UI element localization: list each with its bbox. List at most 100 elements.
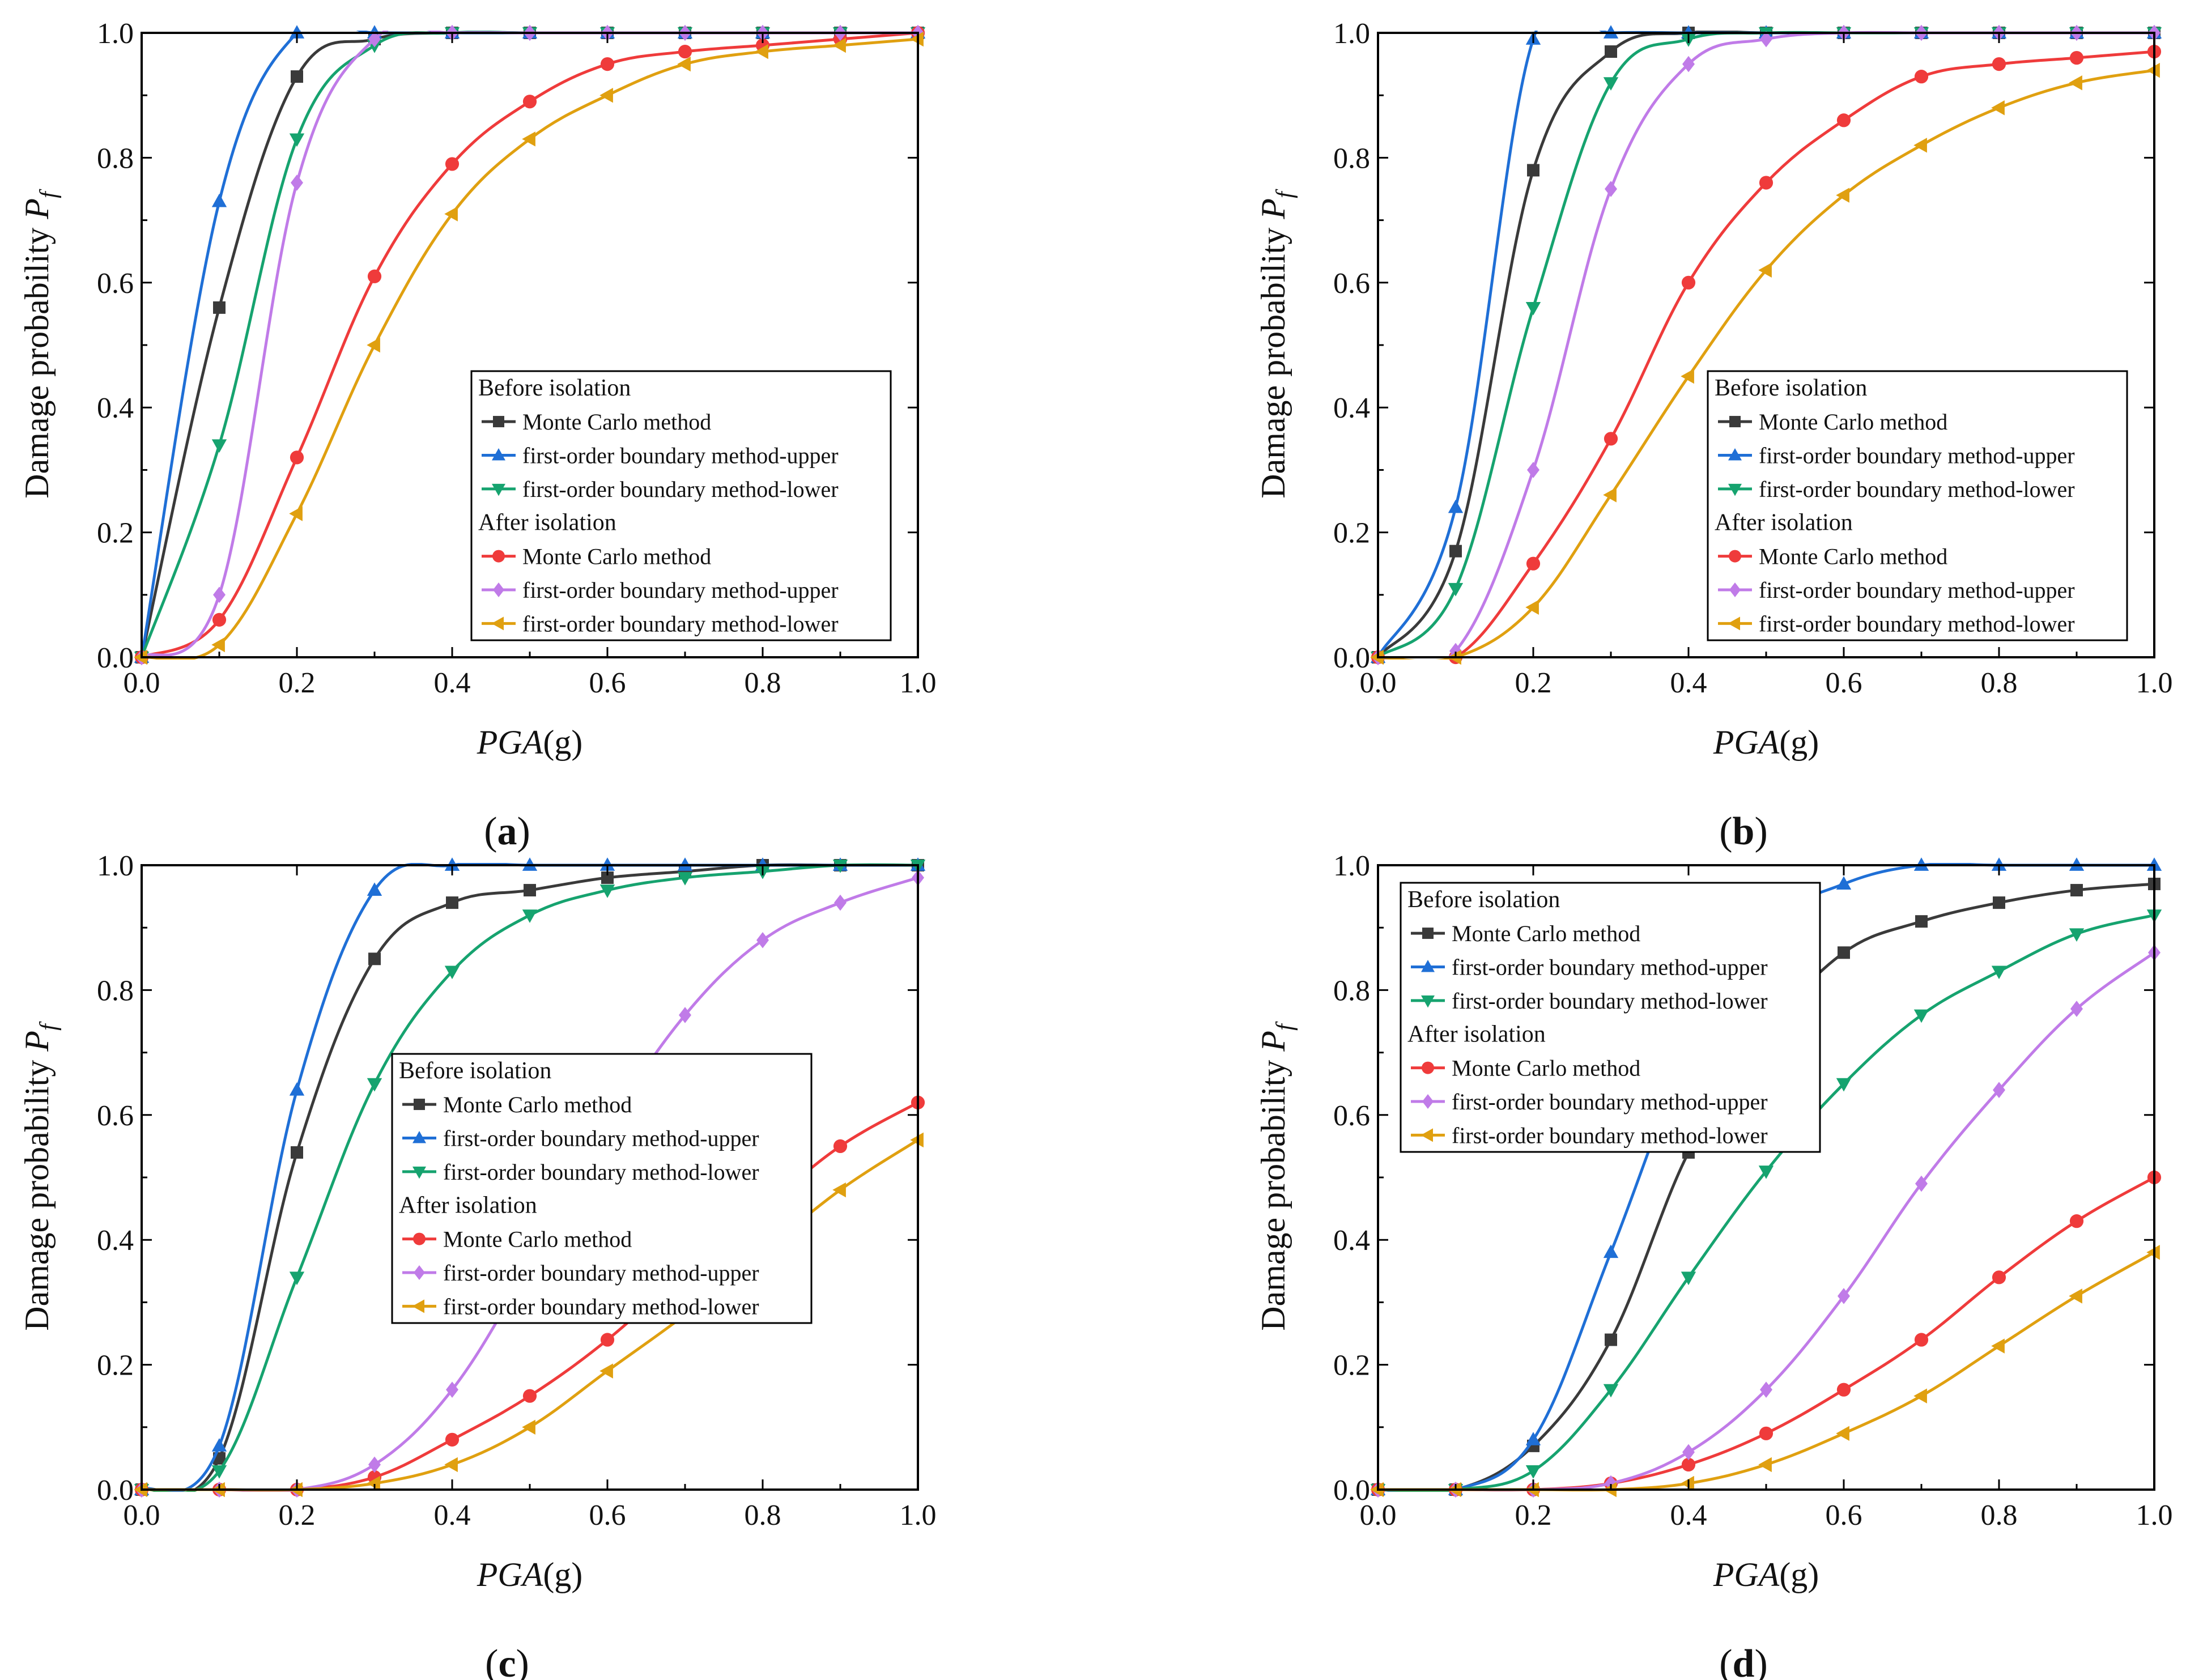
data-point (445, 157, 460, 171)
data-point (1681, 1475, 1694, 1491)
y-tick-label: 0.6 (1333, 1100, 1370, 1132)
legend-label: first-order boundary method-lower (443, 1159, 759, 1185)
x-tick-label: 0.0 (1360, 1499, 1397, 1532)
x-tick-label: 0.2 (1515, 1499, 1552, 1532)
y-tick-label: 0.2 (1333, 517, 1370, 550)
chart-panel-d: 0.0 0.2 0.4 0.6 0.8 1.0 0.0 0.2 0.4 0.6 0.8 1.0 PGA(… (1254, 850, 2173, 1680)
data-point (211, 193, 227, 207)
data-point (834, 894, 847, 911)
data-point (599, 1363, 613, 1379)
y-tick-label: 0.8 (1333, 975, 1370, 1007)
series-line (1378, 69, 2154, 660)
data-point (522, 1389, 537, 1403)
data-point (367, 337, 380, 353)
data-point (1993, 1082, 2005, 1099)
x-tick-label: 0.8 (745, 1499, 781, 1532)
legend-label: Monte Carlo method (443, 1092, 632, 1117)
y-tick-label: 0.4 (97, 1224, 134, 1257)
x-tick-label: 0.4 (1670, 667, 1707, 699)
x-axis-label: PGA(g) (477, 724, 583, 761)
legend-label: first-order boundary method-lower (443, 1294, 759, 1319)
data-point (1604, 432, 1618, 446)
data-point (444, 1457, 458, 1473)
legend-label: first-order boundary method-lower (1452, 988, 1768, 1014)
data-point (367, 269, 382, 283)
data-point (1838, 1288, 1850, 1304)
data-point (1913, 1009, 1929, 1023)
chart-panel-c: 0.0 0.2 0.4 0.6 0.8 1.0 0.0 0.2 0.4 0.6 0.8 1.0 PGA(… (18, 850, 937, 1680)
data-point (211, 1465, 227, 1479)
data-point (1605, 45, 1617, 58)
legend-label: first-order boundary method-upper (522, 577, 839, 603)
legend-label: first-order boundary method-upper (1759, 577, 2075, 603)
data-point (1759, 176, 1774, 190)
data-point (1991, 1338, 2005, 1354)
x-tick-label: 0.4 (434, 1499, 471, 1532)
data-point (1525, 301, 1541, 316)
legend-group-title: After isolation (478, 509, 616, 535)
y-axis-label: Damage probability Pf (1254, 189, 1298, 499)
legend-marker (414, 1265, 425, 1280)
data-point (1836, 1426, 1849, 1441)
x-tick-label: 0.6 (589, 1499, 626, 1532)
series-line (1378, 1176, 2154, 1492)
legend-label: first-order boundary method-upper (1759, 443, 2075, 468)
legend-label: Monte Carlo method (522, 544, 711, 569)
data-point (1993, 896, 2005, 909)
data-point (678, 44, 692, 59)
legend-group-title: After isolation (1407, 1021, 1546, 1047)
legend-marker (412, 1299, 424, 1313)
data-point (1991, 100, 2005, 116)
legend-label: first-order boundary method-lower (522, 477, 839, 502)
data-point (290, 450, 304, 465)
legend-marker (1728, 483, 1742, 496)
data-point (1525, 1432, 1541, 1445)
data-point (444, 206, 458, 222)
data-point (2070, 1001, 2083, 1017)
legend: Before isolation Monte Carlo method first-… (1400, 882, 1821, 1153)
data-point (600, 1333, 615, 1347)
series-after-left-triangle (1370, 1245, 2160, 1498)
data-point (445, 1432, 460, 1447)
legend: Before isolation Monte Carlo method first-… (1707, 370, 2128, 641)
legend-group-title: Before isolation (399, 1058, 551, 1084)
series-after-left-triangle (1370, 62, 2160, 665)
x-axis-label: PGA(g) (1713, 1556, 1819, 1593)
data-point (367, 882, 382, 896)
legend-label: first-order boundary method-lower (522, 611, 839, 636)
legend-marker (491, 616, 504, 631)
y-tick-label: 0.6 (97, 1100, 134, 1132)
data-point (1525, 599, 1539, 615)
x-tick-label: 0.0 (124, 1499, 160, 1532)
data-point (1992, 1270, 2006, 1285)
y-axis-label: Damage probability Pf (1254, 1021, 1298, 1331)
data-point (599, 884, 615, 898)
x-tick-label: 0.6 (589, 667, 626, 699)
x-axis-label: PGA(g) (1713, 724, 1819, 761)
x-tick-label: 0.8 (745, 667, 781, 699)
data-point (1603, 1244, 1619, 1258)
data-point (2069, 1288, 2082, 1304)
data-point (1603, 487, 1617, 503)
data-point (1836, 1383, 1851, 1397)
y-tick-label: 0.2 (97, 517, 134, 550)
x-tick-label: 0.0 (124, 667, 160, 699)
data-point (1681, 1457, 1696, 1472)
data-point (1760, 1381, 1772, 1398)
data-point (1913, 138, 1927, 153)
legend-group-title: After isolation (1715, 509, 1853, 535)
legend-marker (1729, 550, 1741, 563)
data-point (1836, 188, 1849, 203)
y-tick-label: 0.0 (1333, 642, 1370, 674)
x-tick-label: 0.2 (1515, 667, 1552, 699)
legend-marker (1728, 616, 1740, 631)
data-point (1991, 966, 2007, 980)
data-point (1681, 1271, 1696, 1286)
data-point (289, 506, 303, 521)
legend-marker (1422, 1094, 1434, 1109)
legend-marker (1728, 448, 1742, 461)
legend-marker (493, 416, 504, 428)
data-point (1914, 1333, 1929, 1347)
legend-group-title: Before isolation (1407, 887, 1560, 913)
